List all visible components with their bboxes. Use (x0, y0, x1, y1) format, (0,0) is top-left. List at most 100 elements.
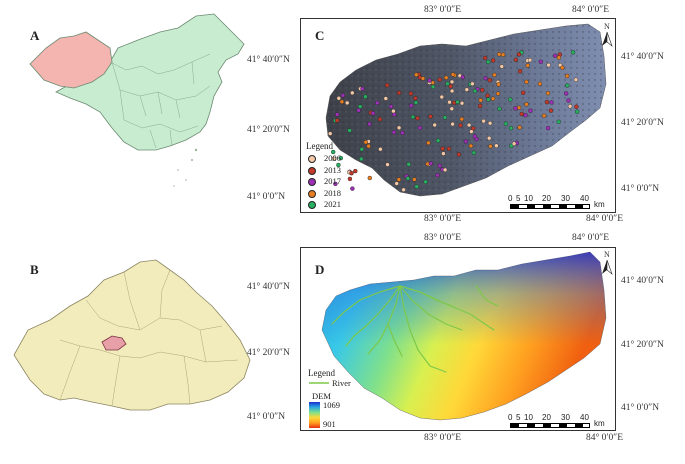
sample-point (449, 88, 455, 94)
legend-d-river-label: River (332, 378, 351, 388)
sample-point (503, 121, 509, 127)
panel-label-d: D (315, 262, 325, 277)
sample-point (449, 79, 455, 85)
dem-low-value: 901 (323, 419, 336, 429)
panel-label-b: B (30, 262, 39, 277)
sample-point (367, 175, 372, 181)
sample-point (471, 150, 477, 156)
panel-label-a: A (30, 28, 40, 43)
sample-point (345, 100, 350, 106)
scale-d-tick-0: 0 (508, 413, 513, 422)
sample-point (447, 99, 452, 105)
sample-point (446, 146, 452, 152)
sample-point (538, 59, 543, 64)
d-bottom-lon-84: 84° 0′0″E (586, 433, 624, 443)
sample-point (413, 100, 419, 105)
sample-point (414, 72, 419, 78)
sample-point (516, 52, 522, 57)
sample-point (417, 125, 423, 131)
sample-point (349, 170, 354, 176)
sample-point (444, 75, 449, 80)
sample-point (437, 163, 442, 169)
sample-point (401, 187, 406, 193)
sample-point (480, 87, 485, 93)
sample-point (375, 100, 380, 106)
sample-point (440, 146, 445, 151)
sample-point (413, 95, 418, 101)
sample-point (548, 108, 554, 113)
north-arrow-c (602, 31, 613, 47)
c-top-lon-83: 83° 0′0″E (424, 5, 462, 15)
sample-point (545, 125, 551, 131)
sample-point (513, 106, 518, 111)
sample-point (488, 144, 493, 149)
sample-point (448, 84, 453, 89)
sample-point (517, 125, 522, 130)
sample-point (420, 76, 426, 81)
sample-point (405, 176, 411, 181)
sample-point (367, 121, 372, 127)
sample-point (437, 77, 442, 82)
sample-point (492, 72, 497, 78)
panel-d-frame (300, 247, 616, 431)
sample-point (459, 116, 464, 122)
north-label-d: N (604, 250, 610, 259)
north-label-c: N (604, 22, 610, 31)
sample-point (410, 114, 416, 120)
scale-tick-40: 40 (580, 194, 589, 203)
sample-point (491, 58, 496, 63)
china-map (29, 13, 245, 187)
sample-point (335, 118, 340, 123)
sample-point (460, 74, 465, 80)
sample-point (432, 122, 437, 128)
scale-tick-10: 10 (524, 194, 533, 203)
legend-c-label: 2017 (324, 176, 341, 186)
sample-point (328, 131, 333, 136)
sample-point (435, 138, 441, 143)
c-left-lat-0: 41° 0′0″N (247, 192, 286, 202)
c-right-lat-20: 41° 20′0″N (621, 118, 664, 128)
sample-point (537, 81, 543, 87)
sample-point (445, 81, 450, 87)
sample-point (482, 55, 488, 61)
sample-point (359, 156, 364, 162)
scale-tick-0: 0 (508, 194, 513, 203)
sample-point (415, 115, 420, 121)
sample-point (481, 118, 486, 124)
sample-point (356, 108, 361, 113)
sample-point (566, 98, 571, 103)
scale-unit: km (594, 200, 605, 209)
sample-point (450, 121, 455, 127)
scale-d-tick-20: 20 (542, 413, 551, 422)
sample-point (567, 104, 573, 109)
d-right-lat-0: 41° 0′0″N (621, 403, 660, 413)
d-left-lat-40: 41° 40′0″N (247, 282, 290, 292)
sample-point (347, 128, 352, 133)
sample-point (527, 57, 533, 63)
legend-d-title: Legend (308, 368, 335, 378)
sample-point (541, 113, 547, 119)
sample-point (441, 151, 446, 156)
legend-c-swatch (308, 166, 316, 175)
sample-point (396, 90, 402, 96)
sample-points (328, 50, 580, 193)
sample-point (363, 94, 368, 99)
sample-point (524, 102, 529, 107)
dem-high-value: 1069 (323, 400, 340, 410)
legend-c-label: 2013 (324, 164, 341, 175)
sample-point (408, 91, 414, 96)
sample-point (333, 181, 338, 187)
scale-d-tick-30: 30 (561, 413, 570, 422)
sample-point (519, 111, 524, 117)
d-right-lat-20: 41° 20′0″N (621, 340, 664, 350)
panel-c-frame (300, 18, 616, 213)
sample-point (508, 125, 514, 131)
sample-point (544, 99, 550, 105)
sample-point (556, 55, 562, 60)
legend-c-swatch (308, 201, 316, 209)
sample-point (338, 155, 343, 161)
sample-point (360, 86, 365, 92)
sample-point (497, 106, 502, 112)
china-outline (55, 13, 245, 151)
sample-point (439, 94, 444, 100)
